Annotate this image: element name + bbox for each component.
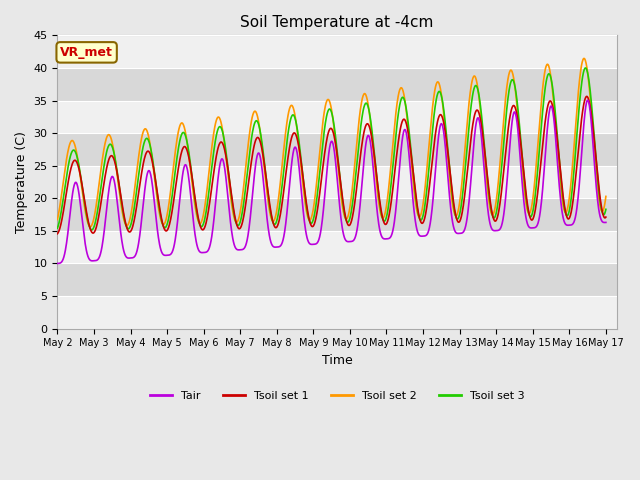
Title: Soil Temperature at -4cm: Soil Temperature at -4cm	[241, 15, 434, 30]
Bar	[58, 36, 617, 68]
X-axis label: Time: Time	[322, 354, 353, 367]
Bar	[58, 68, 617, 100]
Y-axis label: Temperature (C): Temperature (C)	[15, 131, 28, 233]
Bar	[58, 166, 617, 198]
Bar	[58, 296, 617, 329]
Legend: Tair, Tsoil set 1, Tsoil set 2, Tsoil set 3: Tair, Tsoil set 1, Tsoil set 2, Tsoil se…	[145, 386, 529, 405]
Bar	[58, 100, 617, 133]
Bar	[58, 133, 617, 166]
Bar	[58, 198, 617, 231]
Bar	[58, 231, 617, 264]
Text: VR_met: VR_met	[60, 46, 113, 59]
Bar	[58, 264, 617, 296]
